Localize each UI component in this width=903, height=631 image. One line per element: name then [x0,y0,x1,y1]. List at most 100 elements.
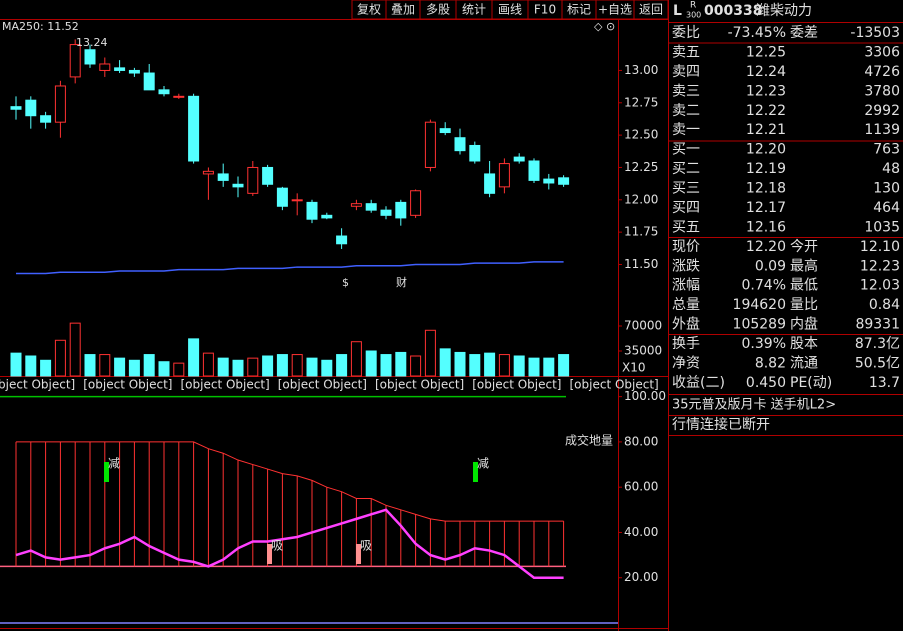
candle-body [439,128,451,134]
volume-bar [202,352,214,377]
candle-body [143,72,155,91]
candle-body [321,214,333,219]
volume-bar [558,354,570,377]
quote-panel: L R 300 000338 潍柴动力 35元普及版月卡 送手机L2> 行情连接… [669,1,903,436]
field-value: 12.22 [746,103,786,119]
indicator-legend: [object Object] [278,378,367,392]
volume-bar [513,355,525,377]
toolbar-label[interactable]: 画线 [498,3,522,17]
y-tick-label: 70000 [624,319,662,333]
field-value: 12.17 [746,200,786,216]
field-label: 外盘 [672,316,700,333]
y-tick-label: 11.75 [624,225,658,239]
field-label: 总量 [672,297,700,313]
badge: R [690,1,696,11]
toolbar-label[interactable]: 返回 [639,3,663,17]
field-label: 股本 [790,336,818,352]
field-label: 卖二 [672,103,700,119]
volume-bar [128,359,140,377]
toolbar-label[interactable]: 多股 [426,3,450,17]
y-tick-label: 20.00 [624,570,658,584]
volume-bar [321,359,333,377]
toolbar-label[interactable]: 复权 [357,3,381,17]
indicator-legend: [object Object] [472,378,561,392]
y-tick-label: 11.50 [624,257,658,271]
badge: L [673,3,682,19]
field-value: 763 [873,142,900,158]
field-value: 12.23 [746,83,786,99]
field-label: 买五 [672,219,700,235]
toolbar-button[interactable] [633,0,669,20]
envelope-line [16,441,564,522]
toolbar-label[interactable]: +自选 [598,3,632,17]
candle-body [10,106,22,110]
volume-bar [350,341,362,377]
toolbar-label[interactable]: 统计 [462,3,486,17]
volume-bar [143,354,155,377]
y-tick-label: 60.00 [624,480,658,494]
field-label: 内盘 [790,316,818,333]
field-value: 12.18 [746,181,786,197]
signal-label: 减 [477,457,489,471]
field-label: 换手 [672,335,700,352]
field-value: 12.21 [746,122,786,138]
event-marker: $ [342,276,349,289]
field-value: 48 [882,161,900,177]
candle-body [84,49,96,65]
indicator-legend: [object Object] [570,378,659,392]
field-value: -13503 [850,25,900,41]
volume-bar [424,329,436,377]
volume-bar [114,357,126,377]
ma-legend: MA250: 11.52 [2,20,79,33]
field-value: 12.19 [746,161,786,177]
volume-bar [217,357,229,377]
field-value: 8.82 [755,355,786,371]
field-value: 130 [873,181,900,197]
volume-bar [410,355,422,377]
signal-bar [473,462,478,482]
status: 行情连接已断开 [672,416,770,433]
toolbar-label[interactable]: 叠加 [391,3,415,17]
field-label: 现价 [672,239,700,255]
candle-body [484,173,496,194]
field-value: 2992 [864,103,900,119]
field-value: 12.16 [746,219,786,235]
field-value: 89331 [855,317,900,333]
candle-body [128,69,140,74]
toolbar-label[interactable]: F10 [534,3,556,17]
promo-link[interactable]: 35元普及版月卡 送手机L2> [672,398,836,413]
field-value: 12.10 [860,239,900,255]
volume-bar [262,355,274,377]
field-value: 194620 [733,297,786,313]
candle-body [40,115,52,123]
volume-bar [10,352,22,377]
toolbar-label[interactable]: 标记 [567,3,591,17]
ma-line [16,261,564,275]
candle-body [99,63,111,71]
icon[interactable]: ◇ [594,20,603,33]
icon[interactable]: ⊙ [606,20,615,33]
candle-body [173,95,185,98]
event-marker: 财 [396,275,407,289]
field-label: 卖一 [672,122,700,138]
field-value: 0.09 [755,258,786,274]
candle-body [350,203,362,207]
candle-body [276,187,288,207]
volume-bar [306,357,318,377]
volume-bar [454,351,466,377]
y-tick-label: 35000 [624,344,662,358]
field-label: PE(动) [790,375,832,391]
field-value: 12.24 [746,64,786,80]
field-label: 今开 [790,239,818,255]
candle-body [114,67,126,71]
field-label: 流通 [790,355,818,371]
volume-bar [173,362,185,377]
candle-body [291,199,303,202]
field-value: 464 [873,200,900,216]
field-value: 87.3亿 [855,336,900,352]
y-tick-label: 12.50 [624,128,658,142]
volume-bar [25,355,37,377]
volume-bar [484,352,496,377]
volume-bar [380,354,392,377]
volume-bar [439,348,451,377]
